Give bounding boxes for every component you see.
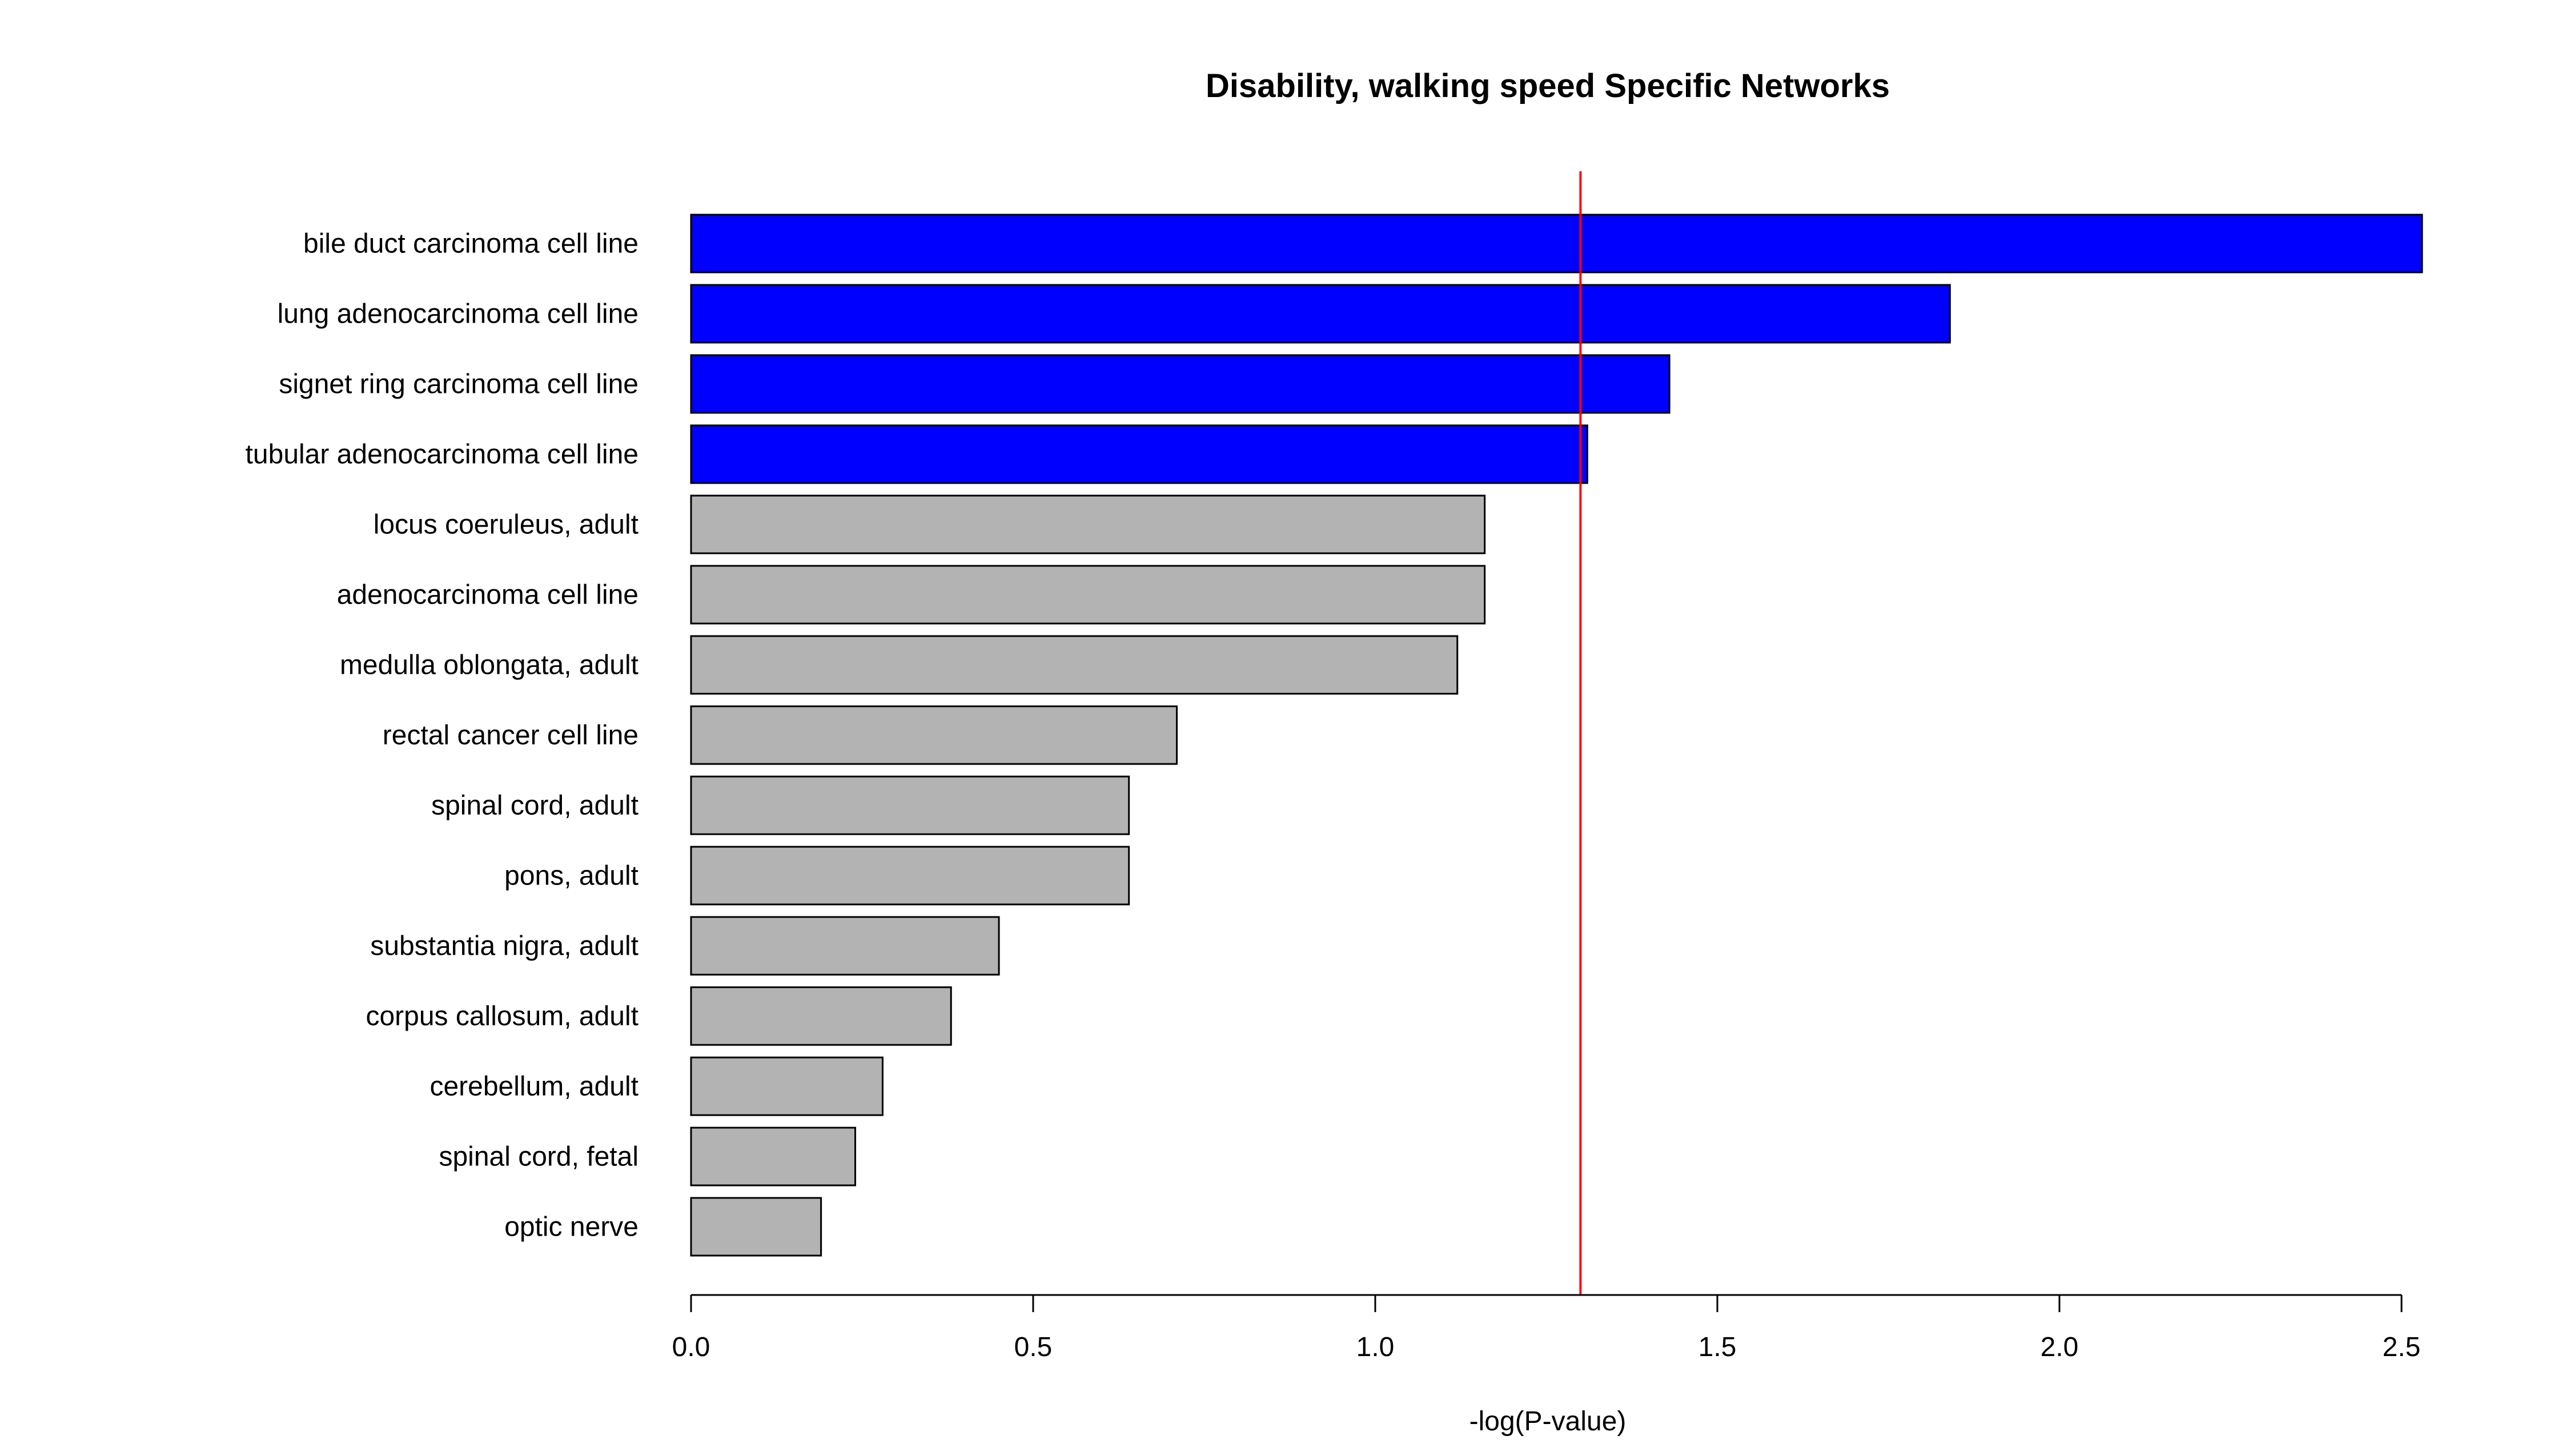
category-label: optic nerve bbox=[504, 1212, 639, 1242]
x-axis-label: -log(P-value) bbox=[1469, 1406, 1627, 1437]
category-label: locus coeruleus, adult bbox=[374, 510, 639, 540]
bar bbox=[690, 775, 1130, 835]
category-label: spinal cord, fetal bbox=[439, 1142, 639, 1172]
category-label: adenocarcinoma cell line bbox=[337, 580, 639, 610]
category-labels: bile duct carcinoma cell line lung adenoc… bbox=[246, 229, 639, 1242]
bar bbox=[690, 284, 1951, 344]
bar bbox=[690, 214, 2423, 273]
bar bbox=[690, 494, 1486, 554]
category-label: corpus callosum, adult bbox=[366, 1001, 639, 1032]
bar bbox=[690, 1197, 822, 1257]
x-tick-label: 0.5 bbox=[1014, 1332, 1053, 1362]
x-axis: 0.0 0.5 1.0 1.5 2.0 2.5 bbox=[672, 1294, 2421, 1362]
chart-title: Disability, walking speed Specific Netwo… bbox=[1206, 67, 1890, 104]
x-tick-label: 2.0 bbox=[2041, 1332, 2079, 1362]
category-label: signet ring carcinoma cell line bbox=[279, 369, 639, 400]
x-tick-label: 0.0 bbox=[672, 1332, 710, 1362]
x-tick-label: 1.5 bbox=[1698, 1332, 1737, 1362]
bar bbox=[690, 705, 1178, 765]
bar bbox=[690, 846, 1130, 906]
x-tick-label: 1.0 bbox=[1356, 1332, 1395, 1362]
bar bbox=[690, 1127, 857, 1186]
bar bbox=[690, 354, 1670, 414]
category-label: rectal cancer cell line bbox=[383, 721, 639, 751]
bar bbox=[690, 424, 1588, 484]
category-label: pons, adult bbox=[504, 861, 639, 891]
x-tick-label: 2.5 bbox=[2383, 1332, 2421, 1362]
bar bbox=[690, 916, 1000, 976]
bar bbox=[690, 1056, 884, 1116]
bars-layer bbox=[690, 214, 2423, 1257]
category-label: cerebellum, adult bbox=[429, 1072, 639, 1102]
category-label: substantia nigra, adult bbox=[370, 931, 639, 962]
category-label: lung adenocarcinoma cell line bbox=[278, 299, 639, 329]
bar bbox=[690, 635, 1459, 695]
bar bbox=[690, 986, 952, 1046]
category-label: spinal cord, adult bbox=[431, 791, 639, 821]
category-label: medulla oblongata, adult bbox=[340, 650, 639, 681]
category-label: bile duct carcinoma cell line bbox=[303, 229, 639, 259]
category-label: tubular adenocarcinoma cell line bbox=[246, 440, 639, 470]
bar bbox=[690, 565, 1486, 625]
